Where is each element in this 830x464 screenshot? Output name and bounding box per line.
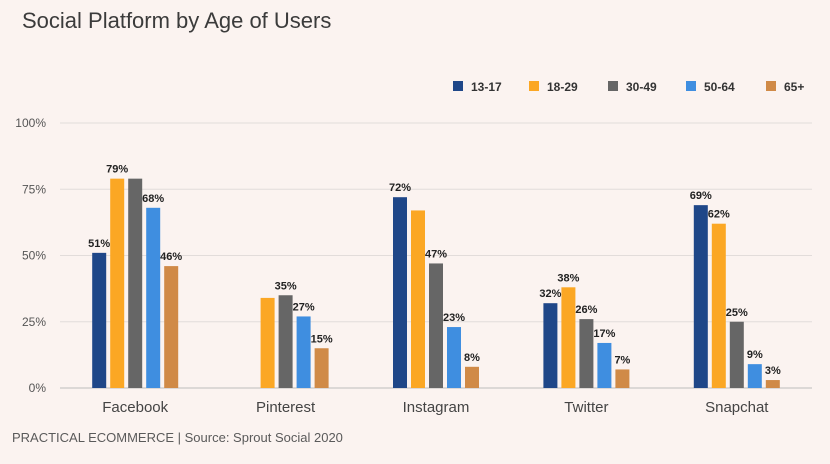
bar-30-49 (729, 321, 744, 388)
bar-18-29 (711, 223, 726, 388)
bar-18-29 (411, 210, 425, 388)
data-label: 69% (690, 190, 712, 202)
bar-65+ (765, 380, 780, 388)
data-label: 25% (726, 307, 748, 319)
bar-30-49 (429, 263, 443, 388)
y-tick-label: 100% (15, 116, 46, 130)
bar-30-49 (579, 319, 594, 388)
x-category-label: Facebook (102, 399, 168, 416)
legend-label: 30-49 (626, 80, 657, 94)
data-label: 23% (443, 312, 465, 324)
data-label: 27% (293, 301, 315, 313)
legend-label: 13-17 (471, 80, 502, 94)
data-label: 32% (539, 288, 561, 300)
bar-50-64 (747, 364, 762, 388)
data-label: 7% (614, 354, 630, 366)
bar-13-17 (393, 197, 407, 388)
data-label: 26% (575, 304, 597, 316)
legend-swatch (766, 81, 776, 91)
legend-swatch (686, 81, 696, 91)
bar-18-29 (110, 178, 125, 388)
bar-50-64 (296, 316, 311, 388)
data-label: 46% (160, 251, 182, 263)
legend-swatch (453, 81, 463, 91)
x-category-label: Instagram (403, 399, 470, 416)
y-tick-label: 25% (22, 315, 46, 329)
data-label: 3% (765, 365, 781, 377)
data-label: 8% (464, 352, 480, 364)
x-category-label: Snapchat (705, 399, 769, 416)
data-label: 38% (557, 272, 579, 284)
legend-label: 18-29 (547, 80, 578, 94)
bar-13-17 (543, 303, 558, 388)
bar-13-17 (92, 252, 107, 388)
bar-30-49 (278, 295, 293, 388)
x-category-label: Pinterest (256, 399, 316, 416)
data-label: 35% (275, 280, 297, 292)
bar-65+ (314, 348, 329, 388)
bar-65+ (465, 366, 479, 388)
bar-30-49 (128, 178, 143, 388)
y-tick-label: 50% (22, 249, 46, 263)
data-label: 51% (88, 238, 110, 250)
data-label: 17% (593, 328, 615, 340)
y-tick-label: 0% (29, 381, 47, 395)
bar-50-64 (146, 207, 161, 388)
legend-swatch (529, 81, 539, 91)
data-label: 72% (389, 182, 411, 194)
data-label: 79% (106, 164, 128, 176)
data-label: 47% (425, 248, 447, 260)
legend-label: 50-64 (704, 80, 735, 94)
data-label: 15% (311, 333, 333, 345)
chart-title: Social Platform by Age of Users (22, 8, 332, 33)
bar-50-64 (447, 327, 461, 388)
data-label: 62% (708, 209, 730, 221)
bar-50-64 (597, 342, 612, 388)
source-caption: PRACTICAL ECOMMERCE | Source: Sprout Soc… (12, 430, 343, 445)
y-tick-label: 75% (22, 182, 46, 196)
bar-65+ (615, 369, 630, 388)
bar-13-17 (693, 205, 708, 388)
bar-18-29 (561, 287, 576, 388)
legend-label: 65+ (784, 80, 804, 94)
bar-65+ (164, 266, 179, 388)
x-category-label: Twitter (564, 399, 608, 416)
bar-18-29 (260, 297, 275, 388)
legend-swatch (608, 81, 618, 91)
data-label: 9% (747, 349, 763, 361)
data-label: 68% (142, 193, 164, 205)
